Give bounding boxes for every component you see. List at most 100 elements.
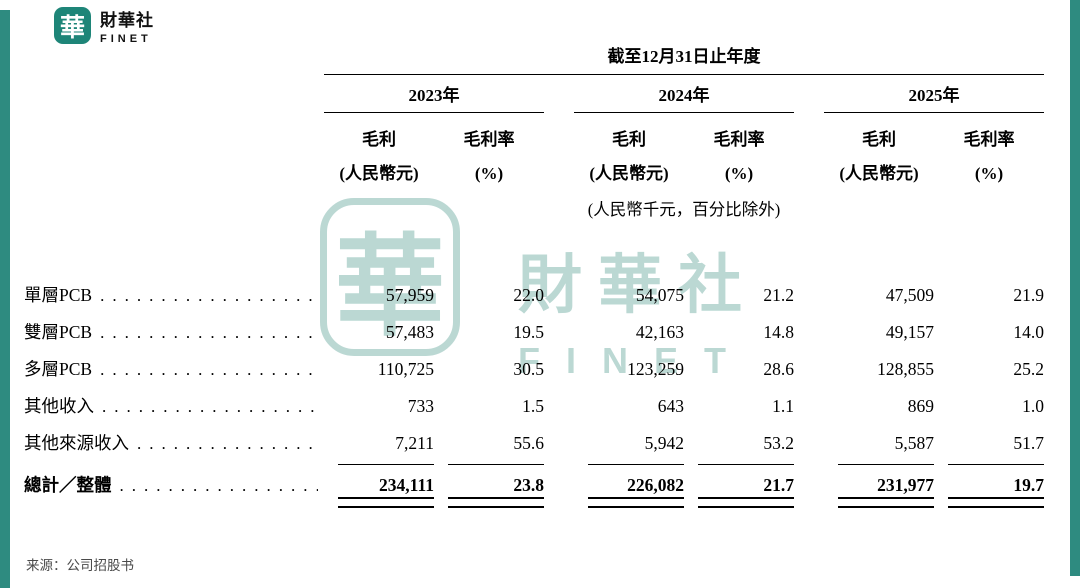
row-label: 其他來源收入	[24, 425, 324, 462]
total-value: 231,977	[838, 463, 934, 508]
value-cell: 14.0	[934, 314, 1044, 351]
column-title: 毛利率	[963, 129, 1015, 149]
total-value-cell: 231,977	[824, 463, 934, 510]
table-row-total: 總計／整體 234,111 23.8 226,082 21.7 231,977 …	[24, 463, 1044, 510]
year-header-2025: 2025年	[824, 85, 1044, 113]
value-cell: 14.8	[684, 314, 794, 351]
value-cell: 47,509	[824, 277, 934, 314]
value: 47,509	[885, 284, 934, 305]
left-accent-bar	[0, 10, 10, 588]
column-header: 毛利 (人民幣元)	[574, 129, 684, 185]
value: 19.5	[513, 321, 544, 342]
column-unit: (人民幣元)	[839, 163, 919, 183]
right-accent-bar	[1070, 0, 1080, 576]
column-title: 毛利	[362, 129, 396, 149]
column-header: 毛利 (人民幣元)	[324, 129, 434, 185]
column-header: 毛利率 (%)	[434, 129, 544, 185]
value-cell: 5,942	[574, 425, 684, 462]
column-unit: (人民幣元)	[339, 163, 419, 183]
value-cell: 869	[824, 388, 934, 425]
value-cell: 57,483	[324, 314, 434, 351]
period-header-row: 截至12月31日止年度	[24, 46, 1044, 76]
value: 57,959	[385, 284, 434, 305]
value-cell: 55.6	[434, 425, 544, 462]
value: 49,157	[885, 321, 934, 342]
unit-note: (人民幣千元，百分比除外)	[587, 200, 781, 219]
value-cell: 7,211	[324, 425, 434, 462]
brand-header: 華 財華社 FINET	[54, 6, 154, 45]
column-unit: (%)	[474, 163, 504, 183]
value-cell: 30.5	[434, 351, 544, 388]
value: 28.6	[763, 358, 794, 379]
value-cell: 1.1	[684, 388, 794, 425]
value: 55.6	[513, 432, 544, 453]
value: 25.2	[1013, 358, 1044, 379]
row-label: 其他收入	[24, 388, 324, 425]
column-unit: (%)	[974, 163, 1004, 183]
period-header: 截至12月31日止年度	[324, 46, 1044, 76]
value: 53.2	[763, 432, 794, 453]
value: 54,075	[635, 284, 684, 305]
table-row-other-income: 其他收入 733 1.5 643 1.1 869 1.0	[24, 388, 1044, 425]
value: 7,211	[395, 432, 434, 453]
total-value: 23.8	[448, 463, 544, 508]
year-header-2023: 2023年	[324, 85, 544, 113]
total-value: 226,082	[588, 463, 684, 508]
total-value: 21.7	[698, 463, 794, 508]
value-cell: 57,959	[324, 277, 434, 314]
dot-leader	[137, 425, 318, 462]
column-header: 毛利率 (%)	[684, 129, 794, 185]
value-cell: 54,075	[574, 277, 684, 314]
dot-leader	[120, 475, 319, 496]
unit-note-row: (人民幣千元，百分比除外)	[24, 200, 1044, 221]
value: 30.5	[513, 358, 544, 379]
row-label: 多層PCB	[24, 351, 324, 388]
row-label-text: 其他來源收入	[24, 432, 129, 453]
value-cell: 22.0	[434, 277, 544, 314]
value-cell: 643	[574, 388, 684, 425]
table-row-double-layer-pcb: 雙層PCB 57,483 19.5 42,163 14.8 49,157 14.…	[24, 314, 1044, 351]
value: 21.2	[763, 284, 794, 305]
finet-logo-icon: 華	[54, 7, 91, 44]
value: 51.7	[1013, 432, 1044, 453]
row-label-text: 雙層PCB	[24, 321, 93, 342]
value-cell: 110,725	[324, 351, 434, 388]
value-cell: 1.0	[934, 388, 1044, 425]
dot-leader	[100, 351, 318, 388]
total-row-label: 總計／整體	[24, 464, 324, 510]
logo-glyph: 華	[59, 14, 85, 42]
table-row-other-source-income: 其他來源收入 7,211 55.6 5,942 53.2 5,587 51.7	[24, 425, 1044, 462]
value-cell: 21.2	[684, 277, 794, 314]
value: 128,855	[877, 358, 934, 379]
value: 57,483	[385, 321, 434, 342]
value-cell: 49,157	[824, 314, 934, 351]
gross-profit-table: 截至12月31日止年度 2023年 2024年 2025年 毛利 (人民幣元) …	[24, 46, 1044, 510]
source-note: 来源：公司招股书	[26, 558, 134, 573]
year-header-2024: 2024年	[574, 85, 794, 113]
brand-name-en: FINET	[100, 33, 152, 45]
spacer	[24, 221, 1044, 277]
column-unit: (%)	[724, 163, 754, 183]
brand-name-cn: 財華社	[100, 11, 154, 30]
value: 643	[657, 395, 684, 416]
column-header: 毛利率 (%)	[934, 129, 1044, 185]
value-cell: 1.5	[434, 388, 544, 425]
dot-leader	[100, 314, 318, 351]
column-header-row: 毛利 (人民幣元) 毛利率 (%) 毛利 (人民幣元) 毛利率 (%) 毛利 (…	[24, 129, 1044, 185]
brand-text: 財華社 FINET	[100, 6, 154, 45]
value: 1.1	[772, 395, 794, 416]
row-label-text: 總計／整體	[24, 474, 112, 495]
year-header-row: 2023年 2024年 2025年	[24, 85, 1044, 113]
row-label-text: 多層PCB	[24, 358, 93, 379]
value-cell: 128,855	[824, 351, 934, 388]
value: 5,587	[894, 432, 934, 453]
value: 110,725	[377, 358, 434, 379]
column-unit: (人民幣元)	[589, 163, 669, 183]
value: 123,259	[627, 358, 684, 379]
value: 1.0	[1022, 395, 1044, 416]
value: 1.5	[522, 395, 544, 416]
row-label: 雙層PCB	[24, 314, 324, 351]
total-value-cell: 19.7	[934, 463, 1044, 510]
row-label: 單層PCB	[24, 277, 324, 314]
total-value: 234,111	[338, 463, 434, 508]
